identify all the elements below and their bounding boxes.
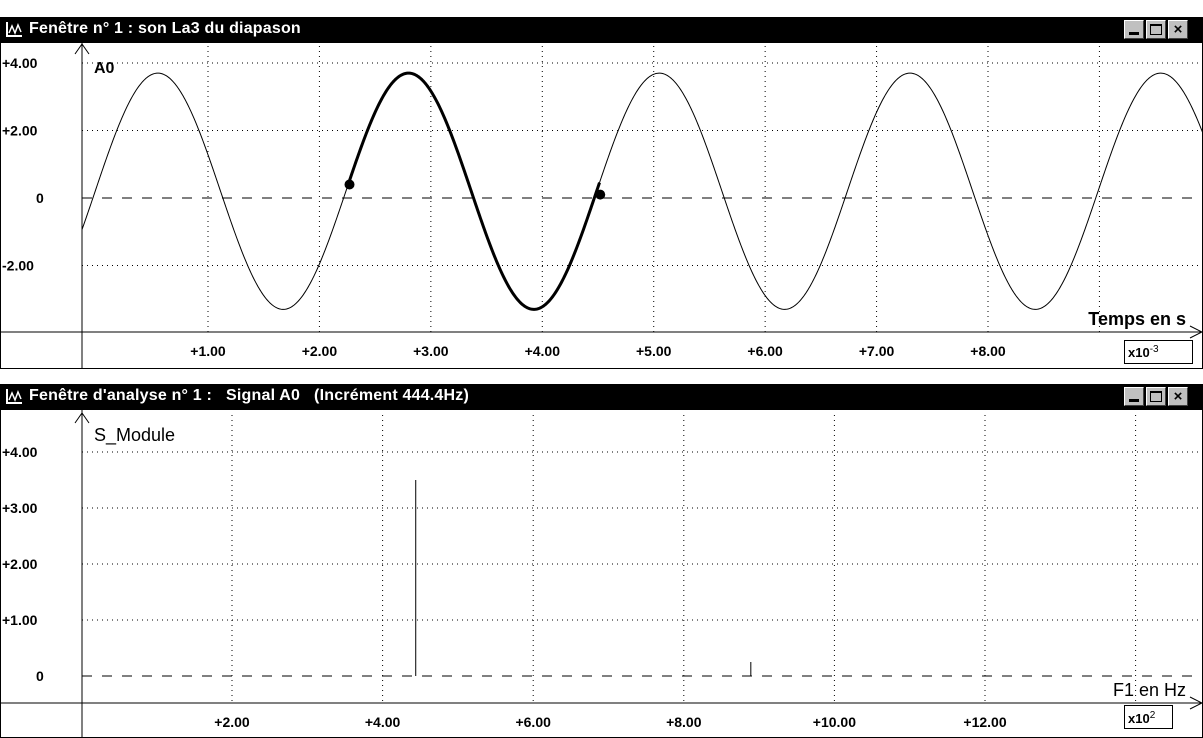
- y-tick-label: -2.00: [2, 258, 34, 274]
- x-tick-label: +3.00: [413, 343, 449, 359]
- x-tick-label: +6.00: [515, 714, 551, 730]
- maximize-icon: [1150, 24, 1162, 35]
- cursor-marker: [344, 179, 355, 190]
- y-tick-label: +2.00: [2, 123, 38, 139]
- y-tick-label: +4.00: [2, 55, 38, 71]
- x-tick-label: +7.00: [859, 343, 895, 359]
- analysis-window: Fenêtre d'analyse n° 1 : Signal A0 (Incr…: [0, 384, 1203, 738]
- x-axis-arrow: [1189, 696, 1203, 710]
- cursor-marker: [595, 189, 606, 200]
- x-multiplier-box: [1124, 705, 1173, 729]
- signal-window: Fenêtre n° 1 : son La3 du diapason × +4.…: [0, 17, 1203, 369]
- maximize-icon: [1150, 391, 1162, 402]
- window-title: Fenêtre n° 1 : son La3 du diapason: [29, 20, 301, 37]
- minimize-icon: [1129, 399, 1139, 402]
- x-axis-label: F1 en Hz: [1113, 680, 1186, 700]
- x-tick-label: +8.00: [666, 714, 702, 730]
- series-label: S_Module: [94, 425, 175, 446]
- maximize-button[interactable]: [1146, 387, 1166, 406]
- app-icon: [4, 20, 24, 39]
- minimize-button[interactable]: [1124, 20, 1144, 39]
- analysis-window-titlebar[interactable]: Fenêtre d'analyse n° 1 : Signal A0 (Incr…: [0, 384, 1203, 409]
- x-multiplier: x10-3: [1128, 344, 1159, 360]
- y-tick-label: +3.00: [2, 500, 38, 516]
- close-icon: ×: [1173, 21, 1183, 38]
- minimize-icon: [1129, 32, 1139, 35]
- y-tick-label: +4.00: [2, 444, 38, 460]
- x-multiplier-box: [1124, 340, 1193, 364]
- y-axis-arrow: [74, 43, 90, 55]
- y-tick-label: 0: [36, 190, 44, 206]
- x-axis-label: Temps en s: [1088, 309, 1186, 329]
- maximize-button[interactable]: [1146, 20, 1166, 39]
- x-tick-label: +12.00: [963, 714, 1006, 730]
- chart-frame: [0, 409, 1203, 738]
- spectrum-chart[interactable]: +4.00 +3.00 +2.00 +1.00 0 +2.00 +4.00 +6.00 +8.0…: [0, 409, 1203, 738]
- highlighted-period: [348, 71, 601, 311]
- y-tick-label: +2.00: [2, 556, 38, 572]
- x-tick-label: +2.00: [214, 714, 250, 730]
- y-tick-label: 0: [36, 668, 44, 684]
- x-axis-arrow: [1189, 325, 1203, 339]
- x-tick-label: +10.00: [813, 714, 856, 730]
- app-icon: [4, 387, 24, 406]
- x-tick-label: +1.00: [190, 343, 226, 359]
- x-tick-label: +8.00: [970, 343, 1006, 359]
- close-button[interactable]: ×: [1168, 387, 1188, 406]
- x-tick-label: +5.00: [636, 343, 672, 359]
- x-multiplier: x102: [1128, 710, 1156, 726]
- x-tick-label: +4.00: [365, 714, 401, 730]
- signal-curve: [82, 72, 1203, 310]
- series-label: A0: [94, 60, 115, 77]
- y-tick-label: +1.00: [2, 612, 38, 628]
- x-tick-label: +4.00: [525, 343, 561, 359]
- signal-chart[interactable]: +4.00 +2.00 0 -2.00 +1.00 +2.00 +3.00 +4.00 +5.0…: [0, 42, 1203, 369]
- x-tick-label: +2.00: [302, 343, 338, 359]
- window-title: Fenêtre d'analyse n° 1 : Signal A0 (Incr…: [29, 387, 470, 404]
- y-axis-arrow: [74, 412, 90, 424]
- minimize-button[interactable]: [1124, 387, 1144, 406]
- signal-window-titlebar[interactable]: Fenêtre n° 1 : son La3 du diapason ×: [0, 17, 1203, 42]
- close-icon: ×: [1173, 388, 1183, 405]
- x-tick-label: +6.00: [747, 343, 783, 359]
- close-button[interactable]: ×: [1168, 20, 1188, 39]
